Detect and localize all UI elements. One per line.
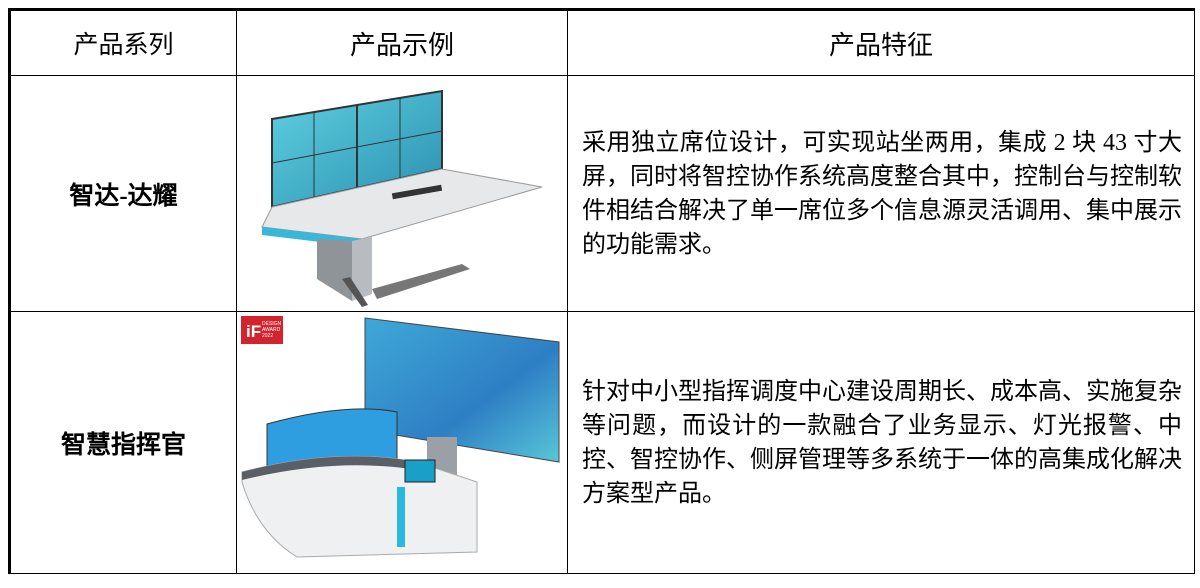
header-cell: 产品示例 bbox=[236, 9, 568, 76]
header-cell: 产品特征 bbox=[567, 9, 1195, 76]
badge-text: 2022 bbox=[262, 333, 273, 339]
page: 产品系列 产品示例 产品特征 智达-达耀 采用独立席位设计，可实现站坐两用，集成… bbox=[8, 8, 1198, 588]
product-image bbox=[236, 75, 568, 312]
command-illustration: iF DESIGN AWARD 2022 bbox=[241, 316, 560, 558]
header-row: 产品系列 产品示例 产品特征 bbox=[9, 9, 1195, 76]
badge-brand: iF bbox=[246, 322, 261, 341]
header-cell: 产品系列 bbox=[9, 9, 237, 76]
feature-text: 针对中小型指挥调度中心建设周期长、成本高、实施复杂等问题，而设计的一款融合了业务… bbox=[567, 311, 1195, 574]
row: 智达-达耀 采用独立席位设计，可实现站坐两用，集成 2 块 43 寸大屏，同时将… bbox=[9, 75, 1195, 312]
award-badge bbox=[241, 316, 283, 344]
feature-text: 采用独立席位设计，可实现站坐两用，集成 2 块 43 寸大屏，同时将智控协作系统… bbox=[567, 75, 1195, 312]
badge-text: DESIGN bbox=[262, 321, 282, 327]
series-name: 智达-达耀 bbox=[9, 75, 237, 312]
row: 智慧指挥官 iF DESIGN AWARD 2022 针对中小型指挥调度中心建设… bbox=[9, 311, 1195, 574]
product-table: 产品系列 产品示例 产品特征 智达-达耀 采用独立席位设计，可实现站坐两用，集成… bbox=[8, 8, 1195, 574]
series-name: 智慧指挥官 bbox=[9, 311, 237, 574]
console-illustration bbox=[261, 89, 543, 307]
product-image: iF DESIGN AWARD 2022 bbox=[236, 311, 568, 574]
badge-text: AWARD bbox=[262, 327, 281, 333]
